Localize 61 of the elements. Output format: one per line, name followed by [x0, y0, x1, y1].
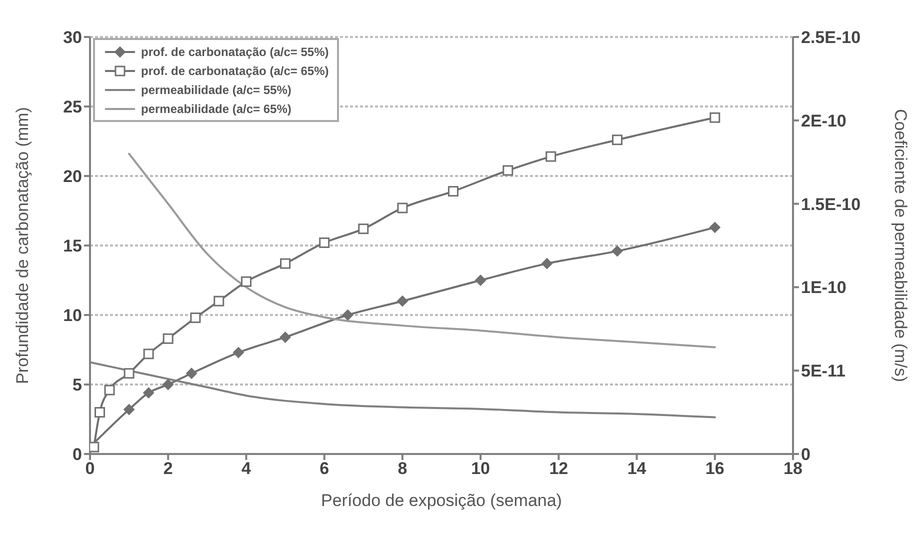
- point: [448, 186, 458, 197]
- x-tick-label: 2: [163, 459, 173, 478]
- point: [214, 296, 224, 306]
- y-tick-label: 20: [63, 167, 82, 186]
- y2-tick-label: 0: [801, 445, 810, 464]
- y-tick-label: 0: [72, 445, 82, 464]
- point: [104, 384, 115, 396]
- point: [186, 368, 198, 379]
- y2-tick-label: 1E-10: [801, 278, 846, 298]
- point: [475, 274, 486, 286]
- legend-label: prof. de carbonatação (a/c= 65%): [141, 64, 329, 78]
- point: [190, 312, 201, 324]
- point: [143, 387, 154, 398]
- x-tick-label: 6: [320, 459, 330, 478]
- point: [710, 112, 720, 123]
- y2-axis-title: Coeficiente de permeabilidade (m/s): [890, 108, 910, 382]
- x-tick-label: 14: [627, 459, 647, 478]
- point: [232, 347, 244, 358]
- line-series: [128, 152, 716, 348]
- point: [94, 407, 106, 418]
- y-tick-label: 25: [63, 98, 82, 117]
- y-tick-label: 10: [63, 306, 82, 326]
- point: [396, 296, 408, 307]
- x-tick-label: 12: [549, 459, 568, 478]
- y2-tick-label: 5E-11: [801, 362, 846, 381]
- x-tick-label: 0: [85, 459, 95, 478]
- legend-label: prof. de carbonatação (a/c= 55%): [141, 44, 329, 58]
- x-axis-title: Período de exposição (semana): [321, 491, 562, 510]
- y-tick-label: 5: [72, 376, 82, 395]
- y-tick-label: 15: [63, 236, 82, 256]
- x-tick-label: 4: [241, 459, 252, 478]
- point: [319, 237, 330, 248]
- point: [143, 348, 154, 360]
- point: [342, 310, 354, 320]
- point: [90, 442, 100, 452]
- x-tick-label: 8: [398, 459, 408, 478]
- point: [240, 276, 252, 287]
- point: [612, 134, 622, 146]
- x-tick-label: 18: [784, 459, 802, 478]
- point: [124, 368, 134, 379]
- point: [546, 151, 556, 162]
- point: [280, 258, 291, 269]
- legend-label: permeabilidade (a/c= 65%): [141, 102, 292, 116]
- y2-tick-label: 2.5E-10: [801, 28, 861, 48]
- point: [358, 224, 369, 234]
- point: [502, 165, 514, 176]
- x-tick-label: 16: [705, 459, 724, 478]
- y-axis-title: Profundidade de carbonatação (mm): [13, 107, 32, 384]
- legend-label: permeabilidade (a/c= 55%): [141, 82, 292, 96]
- y2-tick-label: 2E-10: [801, 111, 846, 130]
- y2-tick-label: 1.5E-10: [801, 194, 861, 214]
- point: [612, 246, 623, 257]
- point: [280, 332, 291, 343]
- point: [397, 202, 408, 214]
- point: [124, 404, 135, 416]
- point: [709, 222, 720, 233]
- y-tick-label: 30: [63, 28, 82, 48]
- x-tick-label: 10: [471, 459, 490, 478]
- point: [162, 379, 174, 390]
- point: [162, 333, 174, 344]
- point: [541, 258, 552, 270]
